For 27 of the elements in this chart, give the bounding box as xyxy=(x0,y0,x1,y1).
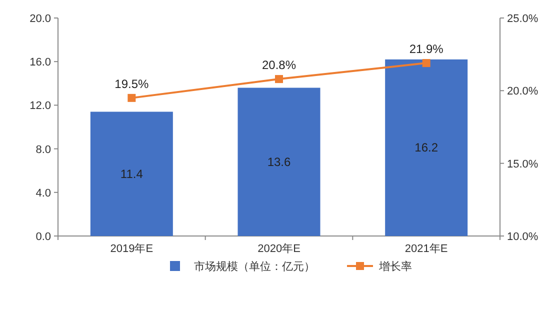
data-label: 16.2 xyxy=(414,140,438,155)
y2-tick-label: 25.0% xyxy=(507,13,538,25)
point xyxy=(275,75,283,84)
x-tick-label: 2019年E xyxy=(110,243,154,255)
x-tick-label: 2020年E xyxy=(258,243,300,255)
y-tick-label: 12.0 xyxy=(30,100,51,112)
y-tick-label: 16.0 xyxy=(30,56,51,69)
y-tick-label: 20.0 xyxy=(30,13,51,25)
data-label: 21.9% xyxy=(409,42,444,56)
bar xyxy=(238,88,320,236)
y2-tick-label: 10.0% xyxy=(507,231,538,243)
data-label: 11.4 xyxy=(120,166,144,181)
y-tick-label: 8.0 xyxy=(36,144,51,156)
y2-tick-label: 20.0% xyxy=(507,86,538,98)
data-label: 19.5% xyxy=(114,76,150,91)
y-tick-label: 0.0 xyxy=(36,231,51,243)
x-tick-label: 2021年E xyxy=(404,243,448,255)
data-label: 20.8% xyxy=(262,58,296,72)
bar xyxy=(90,112,173,236)
point xyxy=(422,59,430,68)
legend-label: 市场规模（单位：亿元） xyxy=(194,260,315,273)
bar xyxy=(385,59,468,236)
y2-tick-label: 15.0% xyxy=(507,158,538,170)
legend-label: 增长率 xyxy=(378,260,412,273)
y-tick-label: 4.0 xyxy=(36,187,51,200)
data-label: 13.6 xyxy=(267,154,291,169)
point xyxy=(128,94,136,102)
